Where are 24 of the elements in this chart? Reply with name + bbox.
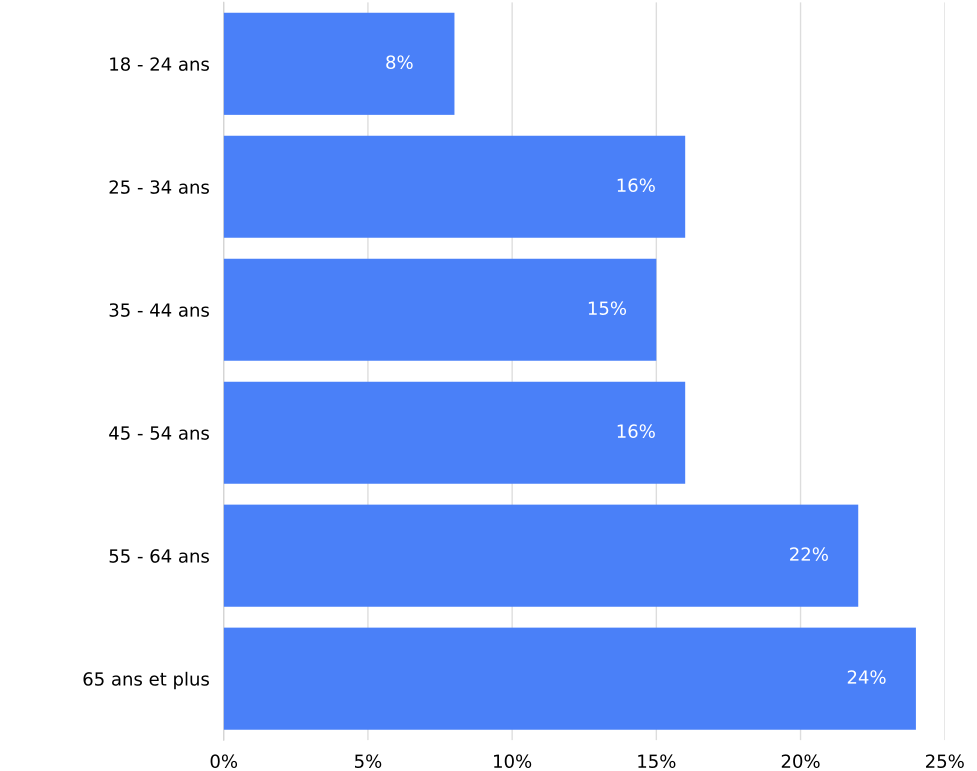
y-tick-label: 65 ans et plus [83,672,209,690]
y-tick-label: 45 - 54 ans [109,426,209,440]
y-tick-label: 55 - 64 ans [110,549,209,563]
bar [224,136,686,238]
x-tick-label: 15% [638,754,676,768]
data-label: 22% [790,547,828,561]
x-tick-label: 20% [782,754,820,768]
data-label: 16% [618,178,655,192]
y-tick-label: 35 - 44 ans [110,303,209,317]
data-label: 8% [386,55,413,70]
x-tick-label: 10% [494,754,532,768]
y-tick-label: 18 - 24 ans [110,57,209,71]
data-label: 15% [588,301,626,315]
y-tick-label: 25 - 34 ans [110,180,209,194]
data-label: 16% [618,424,655,438]
bar [224,12,454,115]
bar [224,628,916,730]
x-tick-label: 25% [926,754,964,768]
x-tick-label: 5% [355,754,382,768]
bar [224,382,686,484]
data-label: 24% [848,670,886,684]
x-tick-label: 0% [210,754,238,768]
bar [224,258,656,361]
bar [224,504,858,607]
